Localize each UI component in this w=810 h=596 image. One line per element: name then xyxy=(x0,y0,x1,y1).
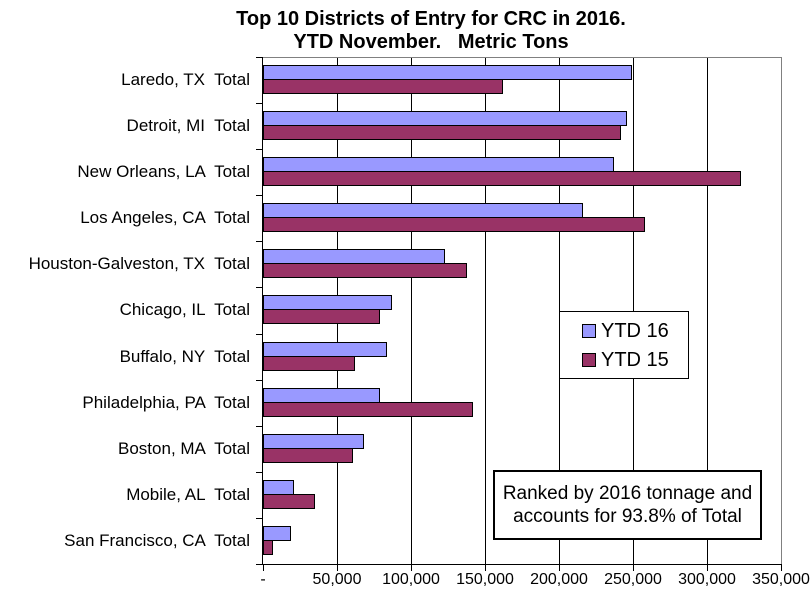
y-axis-tick xyxy=(256,57,262,58)
bar-ytd16-10 xyxy=(263,480,294,495)
x-axis-tick xyxy=(633,565,634,571)
legend-item-ytd15: YTD 15 xyxy=(582,350,688,370)
bar-ytd16-9 xyxy=(263,434,364,449)
bar-ytd15-9 xyxy=(263,448,353,463)
legend-label-ytd15: YTD 15 xyxy=(601,348,669,371)
annotation-box: Ranked by 2016 tonnage and accounts for … xyxy=(493,470,762,540)
y-axis-tick xyxy=(256,287,262,288)
x-axis-tick xyxy=(707,565,708,571)
y-axis-tick xyxy=(256,518,262,519)
legend-swatch-ytd15-icon xyxy=(582,352,596,367)
y-axis-line xyxy=(262,57,263,565)
legend-swatch-ytd16-icon xyxy=(582,323,596,338)
annotation-line2: accounts for 93.8% of Total xyxy=(513,506,742,527)
bar-ytd16-2 xyxy=(263,111,627,126)
bar-ytd15-6 xyxy=(263,309,380,324)
x-tick-label: 150,000 xyxy=(456,571,514,588)
category-label: Philadelphia, PA Total xyxy=(82,393,250,412)
bar-ytd15-10 xyxy=(263,494,315,509)
y-axis-tick xyxy=(256,426,262,427)
y-axis-tick xyxy=(256,334,262,335)
category-label: Detroit, MI Total xyxy=(126,116,250,135)
x-axis-tick xyxy=(337,565,338,571)
category-label: Mobile, AL Total xyxy=(126,485,250,504)
x-tick-label: 200,000 xyxy=(530,571,588,588)
bar-ytd15-2 xyxy=(263,125,621,140)
chart-title: Top 10 Districts of Entry for CRC in 201… xyxy=(52,8,810,54)
bar-ytd15-3 xyxy=(263,171,741,186)
bar-ytd15-5 xyxy=(263,263,467,278)
x-tick-label: 100,000 xyxy=(382,571,440,588)
legend-item-ytd16: YTD 16 xyxy=(582,321,688,341)
category-label: Los Angeles, CA Total xyxy=(80,208,250,227)
gridline xyxy=(485,58,486,565)
bar-ytd15-1 xyxy=(263,79,503,94)
x-axis-tick xyxy=(781,565,782,571)
x-axis-tick xyxy=(485,565,486,571)
x-tick-label: 350,000 xyxy=(752,571,810,588)
category-label: Buffalo, NY Total xyxy=(119,347,250,366)
y-axis-tick xyxy=(256,472,262,473)
bar-ytd16-6 xyxy=(263,295,392,310)
y-axis-tick xyxy=(256,195,262,196)
bar-ytd15-11 xyxy=(263,540,273,555)
y-axis-tick xyxy=(256,241,262,242)
legend-label-ytd16: YTD 16 xyxy=(601,319,669,342)
bar-ytd16-3 xyxy=(263,157,614,172)
x-axis-tick xyxy=(263,565,264,571)
x-tick-label: 50,000 xyxy=(312,571,362,588)
category-label: Houston-Galveston, TX Total xyxy=(28,254,250,273)
gridline xyxy=(707,58,708,565)
x-axis-tick xyxy=(411,565,412,571)
x-tick-label: 300,000 xyxy=(678,571,736,588)
x-tick-label: 250,000 xyxy=(604,571,662,588)
bar-ytd15-7 xyxy=(263,356,355,371)
category-label: Chicago, IL Total xyxy=(119,300,250,319)
chart-title-line2: YTD November. Metric Tons xyxy=(293,31,569,53)
chart-title-line1: Top 10 Districts of Entry for CRC in 201… xyxy=(236,8,626,30)
x-axis-line xyxy=(257,564,782,565)
bar-ytd16-1 xyxy=(263,65,632,80)
x-tick-label: - xyxy=(260,571,266,588)
bar-ytd15-4 xyxy=(263,217,645,232)
bar-ytd16-7 xyxy=(263,342,387,357)
category-label: Laredo, TX Total xyxy=(121,70,250,89)
bar-ytd16-5 xyxy=(263,249,445,264)
gridline xyxy=(411,58,412,565)
bar-ytd15-8 xyxy=(263,402,473,417)
y-axis-tick xyxy=(256,103,262,104)
bar-ytd16-4 xyxy=(263,203,583,218)
y-axis-tick xyxy=(256,149,262,150)
y-axis-tick xyxy=(256,564,262,565)
category-label: New Orleans, LA Total xyxy=(77,162,250,181)
category-label: Boston, MA Total xyxy=(118,439,250,458)
category-label: San Francisco, CA Total xyxy=(64,531,250,550)
x-axis-tick xyxy=(559,565,560,571)
bar-ytd16-8 xyxy=(263,388,380,403)
bar-ytd16-11 xyxy=(263,526,291,541)
y-axis-tick xyxy=(256,380,262,381)
annotation-line1: Ranked by 2016 tonnage and xyxy=(502,483,753,504)
legend: YTD 16 YTD 15 xyxy=(559,311,689,379)
